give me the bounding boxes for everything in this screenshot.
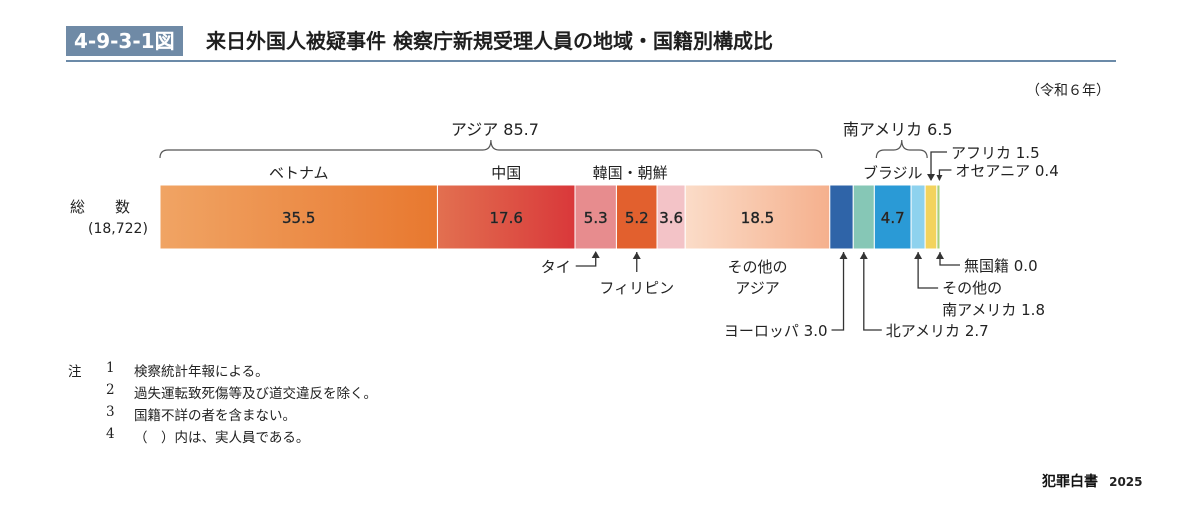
bar-value-label: 35.5 (282, 209, 315, 227)
footer-brand: 犯罪白書 2025 (1042, 471, 1143, 491)
callout-other-south-america-2: 南アメリカ 1.8 (942, 301, 1045, 319)
bar-value-label: 3.6 (659, 209, 683, 227)
arrow-head (936, 175, 943, 181)
bar-segment (436, 184, 576, 250)
note-number: 1 (106, 360, 115, 376)
figure-title-bar: 4-9-3-1図 来日外国人被疑事件 検察庁新規受理人員の地域・国籍別構成比 (66, 22, 1116, 62)
top-label-korea: 韓国・朝鮮 (593, 164, 668, 182)
bar-value-label: 5.3 (584, 209, 608, 227)
callout-line-other-south-america (917, 252, 939, 289)
callout-europe: ヨーロッパ 3.0 (724, 322, 828, 340)
callout-philippines: フィリピン (599, 279, 674, 297)
callout-line-europe (831, 252, 845, 331)
group-label-asia: アジア 85.7 (451, 120, 539, 139)
row-total: (18,722) (88, 221, 148, 237)
bar-segment (924, 184, 938, 250)
bar-value-label: 17.6 (490, 209, 523, 227)
arrow-head (927, 174, 936, 181)
bar-group: 35.5 17.6 5.3 5.2 3.6 18.5 4.7 (159, 184, 942, 250)
year-note: （令和６年） (1026, 83, 1110, 99)
callout-line-north-america (863, 252, 882, 331)
note-text: 検察統計年報による。 (134, 364, 269, 380)
note-text: （ ）内は、実人員である。 (134, 430, 310, 446)
figure-title: 来日外国人被疑事件 検察庁新規受理人員の地域・国籍別構成比 (206, 29, 773, 53)
bar-segment (615, 184, 658, 250)
south-america-brace (875, 139, 928, 159)
brand-year: 2025 (1109, 475, 1143, 489)
bar-segment (939, 184, 942, 250)
bar-segment (829, 184, 854, 250)
brand-name: 犯罪白書 (1042, 474, 1098, 490)
callout-other-south-america-1: その他の (942, 279, 1002, 297)
callout-africa: アフリカ 1.5 (951, 144, 1040, 162)
note-head: 注 (68, 364, 82, 380)
callout-line-africa (930, 151, 948, 180)
arrow-head (632, 252, 641, 259)
bar-segment (656, 184, 686, 250)
callout-stateless: 無国籍 0.0 (964, 257, 1038, 275)
figure-number: 4-9-3-1図 (66, 26, 183, 56)
callout-other-asia-2: アジア (735, 279, 779, 297)
bar-segment (910, 184, 926, 250)
arrow-head (591, 251, 600, 258)
callout-north-america: 北アメリカ 2.7 (886, 322, 989, 340)
note-number: 2 (106, 382, 115, 398)
bar-segment (684, 184, 831, 250)
callout-line-thai (575, 252, 597, 267)
callout-other-asia-1: その他の (727, 258, 787, 276)
arrow-head (859, 252, 868, 259)
arrow-head (936, 252, 944, 259)
top-label-vietnam: ベトナム (269, 164, 329, 182)
note-number: 3 (106, 404, 115, 420)
bar-segment (852, 184, 875, 250)
callout-oceania: オセアニア 0.4 (955, 162, 1058, 180)
arrow-head (914, 252, 923, 259)
bar-segment (574, 184, 617, 250)
group-label-south-america: 南アメリカ 6.5 (843, 120, 953, 139)
annotations: 総 数 (18,722) アジア 85.7 南アメリカ 6.5 ベトナム 中国 韓国・朝鮮 ブ… (70, 120, 1059, 340)
arrow-head (839, 252, 848, 259)
bar-value-label: 4.7 (881, 209, 905, 227)
bar-value-label: 18.5 (741, 209, 774, 227)
note-text: 国籍不詳の者を含まない。 (134, 408, 296, 424)
asia-brace (159, 139, 823, 159)
top-label-brazil: ブラジル (863, 164, 923, 182)
top-label-china: 中国 (491, 164, 521, 182)
callout-thai: タイ (541, 258, 571, 276)
note-text: 過失運転致死傷等及び道交違反を除く。 (134, 386, 377, 402)
row-label: 総 数 (70, 198, 130, 216)
bar-segment (873, 184, 912, 250)
bar-value-label: 5.2 (625, 209, 649, 227)
bar-segment (159, 184, 438, 250)
note-number: 4 (106, 426, 115, 442)
